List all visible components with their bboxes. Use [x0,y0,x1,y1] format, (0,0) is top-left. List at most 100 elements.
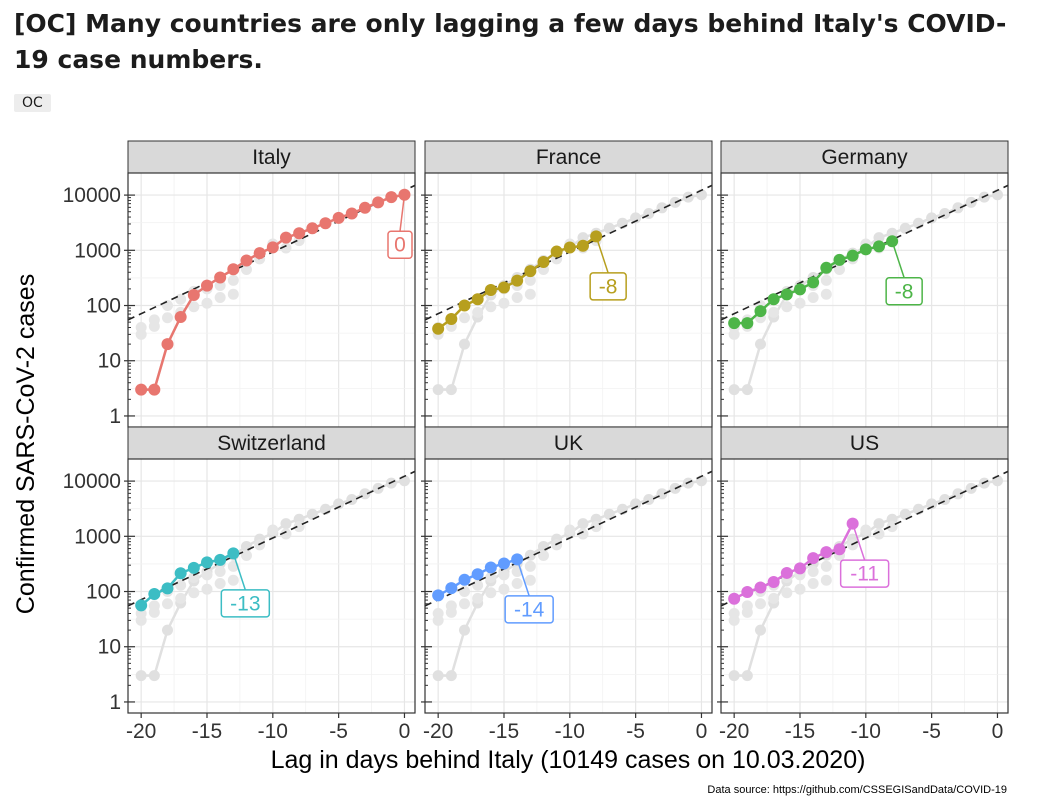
background-point [899,508,911,520]
panel-italy-data-point [161,338,174,351]
shadow-point [511,291,523,303]
shadow-point [135,328,147,340]
panel-uk-strip-label: UK [554,432,583,455]
shadow-point [485,587,497,599]
shadow-point [188,587,200,599]
shadow-point [511,577,523,589]
shadow-point [524,560,536,572]
panel-us-data-point [741,586,754,599]
background-point [577,232,589,244]
shadow-point [741,606,753,618]
panel-switzerland-data-point [214,553,227,566]
panel-switzerland-data-point [200,556,213,569]
x-tick-label: -15 [489,720,519,743]
panel-switzerland-data-point [161,582,174,595]
panel-france-data-point [511,274,524,287]
panel-us-lag-label-box [839,559,890,588]
post-flair[interactable]: OC [14,94,51,112]
shadow-point [201,583,213,595]
shadow-point [148,606,160,618]
panel-france-data-point [471,293,484,306]
panel-italy-data-point [135,383,148,396]
shadow-point [498,297,510,309]
panel-switzerland-reference-line [127,470,416,607]
y-tick-label: 1 [109,691,121,714]
panel-france-lag-label: -8 [599,275,618,298]
panel-france-lag-label-box [589,272,627,301]
x-tick-label: -10 [555,720,585,743]
shadow-point [214,566,226,578]
panel-switzerland-data-point [187,561,200,574]
panel-italy-strip-label: Italy [252,146,291,169]
panel-us-data-point [793,562,806,575]
shadow-point [432,614,444,626]
shadow-point [524,274,536,286]
panel-france-data-point [484,284,497,297]
background-point [577,518,589,530]
panel-germany-data-point [859,243,872,256]
background-point [280,518,292,530]
panel-germany-data-point [793,283,806,296]
shadow-point [445,606,457,618]
panel-italy-data-point [385,191,398,204]
shadow-point [498,569,510,581]
panel-italy-data-point [200,279,213,292]
panel-us-panel-border [720,458,1009,714]
x-tick-label: -5 [922,720,941,743]
x-tick-label: -5 [329,720,348,743]
y-tick-label: 10 [98,350,121,373]
x-tick-label: -15 [192,720,222,743]
panel-france-axes [421,194,432,417]
y-tick-label: 100 [86,295,121,318]
panel-switzerland: Switzerland -13 [124,426,416,718]
background-point [630,212,642,224]
shadow-point [860,524,872,536]
panel-uk-data-point [445,582,458,595]
background-point [728,670,740,682]
panel-uk-data-point [484,561,497,574]
shadow-point [240,263,252,275]
x-tick-label: -20 [423,720,453,743]
panel-uk-lag-label: -14 [514,598,545,621]
background-point [741,384,753,396]
shadow-point [537,549,549,561]
panel-italy-data-point [358,201,371,214]
y-tick-label: 10000 [63,470,121,493]
shadow-point [188,301,200,313]
panel-switzerland-axes [124,480,406,718]
panel-germany-data-point [767,293,780,306]
panel-italy-data-point [227,263,240,276]
shadow-point [794,583,806,595]
shadow-point [807,291,819,303]
background-point [603,222,615,234]
shadow-point [175,592,187,604]
background-point [873,232,885,244]
panel-switzerland-data-point [148,588,161,601]
panel-germany-data-point [754,305,767,318]
facet-panels: Italy 0 France -8 Germany -8 Switzerland -13 UK -… [63,140,1009,743]
shadow-point [820,560,832,572]
shadow-point [135,614,147,626]
shadow-point [807,566,819,578]
shadow-point [175,293,187,305]
panel-france-data-point [550,245,563,258]
post-title[interactable]: [OC] Many countries are only lagging a f… [14,9,1007,74]
shadow-point [161,598,173,610]
panel-us-data-point [754,581,767,594]
panel-switzerland-lag-label-connector [232,553,247,591]
shadow-point [280,528,292,540]
background-point [445,384,457,396]
panel-italy-data-point [148,383,161,396]
panel-italy-data-point [319,217,332,230]
background-point [148,670,160,682]
shadow-point [240,549,252,561]
panel-uk-strip [424,426,713,460]
shadow-point [267,524,279,536]
panel-italy-data-point [279,231,292,244]
shadow-point [833,263,845,275]
panel-switzerland-lag-label: -13 [230,592,260,615]
shadow-point [524,288,536,300]
shadow-point [485,571,497,583]
shadow-point [227,274,239,286]
panel-france-data-point [432,322,445,335]
